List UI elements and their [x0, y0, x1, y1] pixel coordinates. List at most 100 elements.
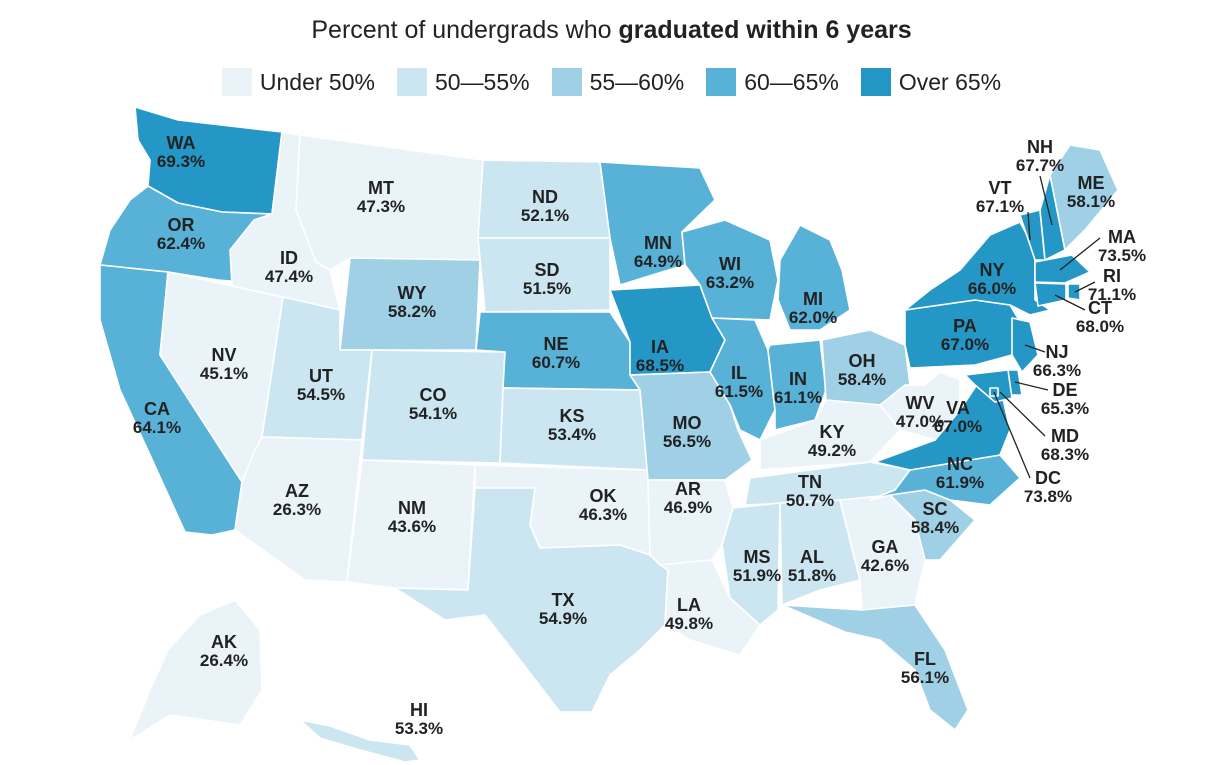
state-value: 50.7%	[786, 491, 834, 510]
leader-line-nj	[1024, 344, 1046, 353]
state-abbr: VT	[988, 178, 1011, 198]
state-label-wa: WA 69.3%	[157, 133, 205, 171]
state-shape-al	[779, 499, 861, 606]
state-abbr: IA	[651, 337, 669, 357]
state-value: 58.4%	[838, 370, 886, 389]
state-label-nd: ND 52.1%	[521, 187, 569, 225]
state-abbr: GA	[872, 537, 899, 557]
legend-label: 55—60%	[589, 68, 685, 95]
state-shape-ar	[647, 479, 734, 566]
state-label-mo: MO 56.5%	[663, 413, 711, 451]
state-label-ar: AR 46.9%	[664, 479, 712, 517]
state-abbr: WA	[167, 133, 196, 153]
state-label-nh: NH 67.7%	[1016, 137, 1064, 175]
state-value: 54.5%	[297, 385, 345, 404]
state-abbr: WV	[906, 393, 935, 413]
state-abbr: NM	[398, 498, 426, 518]
state-value: 64.1%	[133, 418, 181, 437]
state-label-sd: SD 51.5%	[523, 260, 571, 298]
state-value: 69.3%	[157, 152, 205, 171]
state-label-ga: GA 42.6%	[861, 537, 909, 575]
state-shape-in	[767, 339, 827, 431]
state-label-in: IN 61.1%	[774, 369, 822, 407]
state-value: 45.1%	[200, 364, 248, 383]
state-abbr: WY	[398, 283, 427, 303]
state-label-or: OR 62.4%	[157, 215, 205, 253]
state-label-sc: SC 58.4%	[911, 499, 959, 537]
state-label-ks: KS 53.4%	[548, 406, 596, 444]
state-abbr: FL	[914, 649, 936, 669]
state-abbr: MN	[644, 233, 672, 253]
state-label-ia: IA 68.5%	[636, 337, 684, 375]
state-abbr: NE	[543, 334, 568, 354]
legend-label: 60—65%	[744, 68, 839, 95]
state-label-tx: TX 54.9%	[539, 590, 587, 628]
state-value: 58.1%	[1067, 192, 1115, 211]
state-shape-il	[709, 317, 776, 441]
state-shape-ri	[1067, 283, 1081, 301]
leader-line-dc	[993, 391, 1031, 479]
state-shape-md	[964, 369, 1013, 403]
state-shape-sd	[477, 237, 611, 313]
state-abbr: IN	[789, 369, 807, 389]
state-value: 54.1%	[409, 404, 457, 423]
state-label-nm: NM 43.6%	[388, 498, 436, 536]
state-label-la: LA 49.8%	[665, 595, 713, 633]
legend-swatch	[396, 68, 427, 96]
state-value: 58.4%	[911, 518, 959, 537]
legend-item-under-50: Under 50%	[221, 68, 375, 96]
state-value: 67.0%	[934, 417, 982, 436]
state-abbr: OR	[168, 215, 195, 235]
state-abbr: AR	[675, 479, 701, 499]
state-label-dc: DC 73.8%	[1024, 468, 1072, 506]
state-label-nv: NV 45.1%	[200, 345, 248, 383]
state-labels: WA 69.3%OR 62.4%CA 64.1%NV 45.1%ID 47.4%MT 47.…	[133, 133, 1146, 738]
state-value: 67.1%	[976, 197, 1024, 216]
state-abbr: MD	[1051, 426, 1079, 446]
state-value: 52.1%	[521, 206, 569, 225]
state-label-de: DE 65.3%	[1041, 380, 1089, 418]
state-value: 42.6%	[861, 556, 909, 575]
legend-swatch	[706, 68, 737, 96]
state-label-co: CO 54.1%	[409, 385, 457, 423]
state-shape-nc	[869, 454, 1021, 506]
state-abbr: NH	[1027, 137, 1053, 157]
state-abbr: AL	[800, 547, 824, 567]
state-abbr: VA	[946, 398, 970, 418]
state-abbr: MA	[1108, 227, 1136, 247]
state-label-ma: MA 73.5%	[1098, 227, 1146, 265]
state-value: 62.0%	[789, 308, 837, 327]
state-value: 64.9%	[634, 252, 682, 271]
state-abbr: CO	[420, 385, 447, 405]
state-abbr: AK	[211, 632, 237, 652]
state-abbr: OK	[590, 486, 617, 506]
state-abbr: HI	[410, 700, 428, 720]
state-shape-az	[234, 436, 363, 583]
state-abbr: DE	[1052, 380, 1077, 400]
state-label-ut: UT 54.5%	[297, 366, 345, 404]
state-abbr: SC	[922, 499, 947, 519]
state-label-ri: RI 71.1%	[1088, 266, 1136, 304]
state-shape-me	[1049, 144, 1119, 251]
state-value: 60.7%	[532, 353, 580, 372]
state-label-mn: MN 64.9%	[634, 233, 682, 271]
state-abbr: LA	[677, 595, 701, 615]
state-value: 26.3%	[273, 500, 321, 519]
state-value: 56.1%	[901, 668, 949, 687]
map-title: Percent of undergrads who graduated with…	[0, 16, 1223, 45]
state-value: 51.5%	[523, 279, 571, 298]
state-value: 46.9%	[664, 498, 712, 517]
state-abbr: PA	[953, 316, 977, 336]
state-label-nj: NJ 66.3%	[1033, 342, 1081, 380]
state-label-ct: CT 68.0%	[1076, 298, 1124, 336]
leader-line-nh	[1039, 175, 1053, 226]
state-label-tn: TN 50.7%	[786, 472, 834, 510]
state-value: 26.4%	[200, 651, 248, 670]
legend-item-50-55: 50—55%	[396, 68, 530, 96]
state-label-ky: KY 49.2%	[808, 422, 856, 460]
state-value: 51.8%	[788, 566, 836, 585]
legend-swatch	[860, 68, 891, 96]
state-label-fl: FL 56.1%	[901, 649, 949, 687]
state-abbr: IL	[731, 363, 747, 383]
state-shape-hi	[299, 719, 421, 763]
